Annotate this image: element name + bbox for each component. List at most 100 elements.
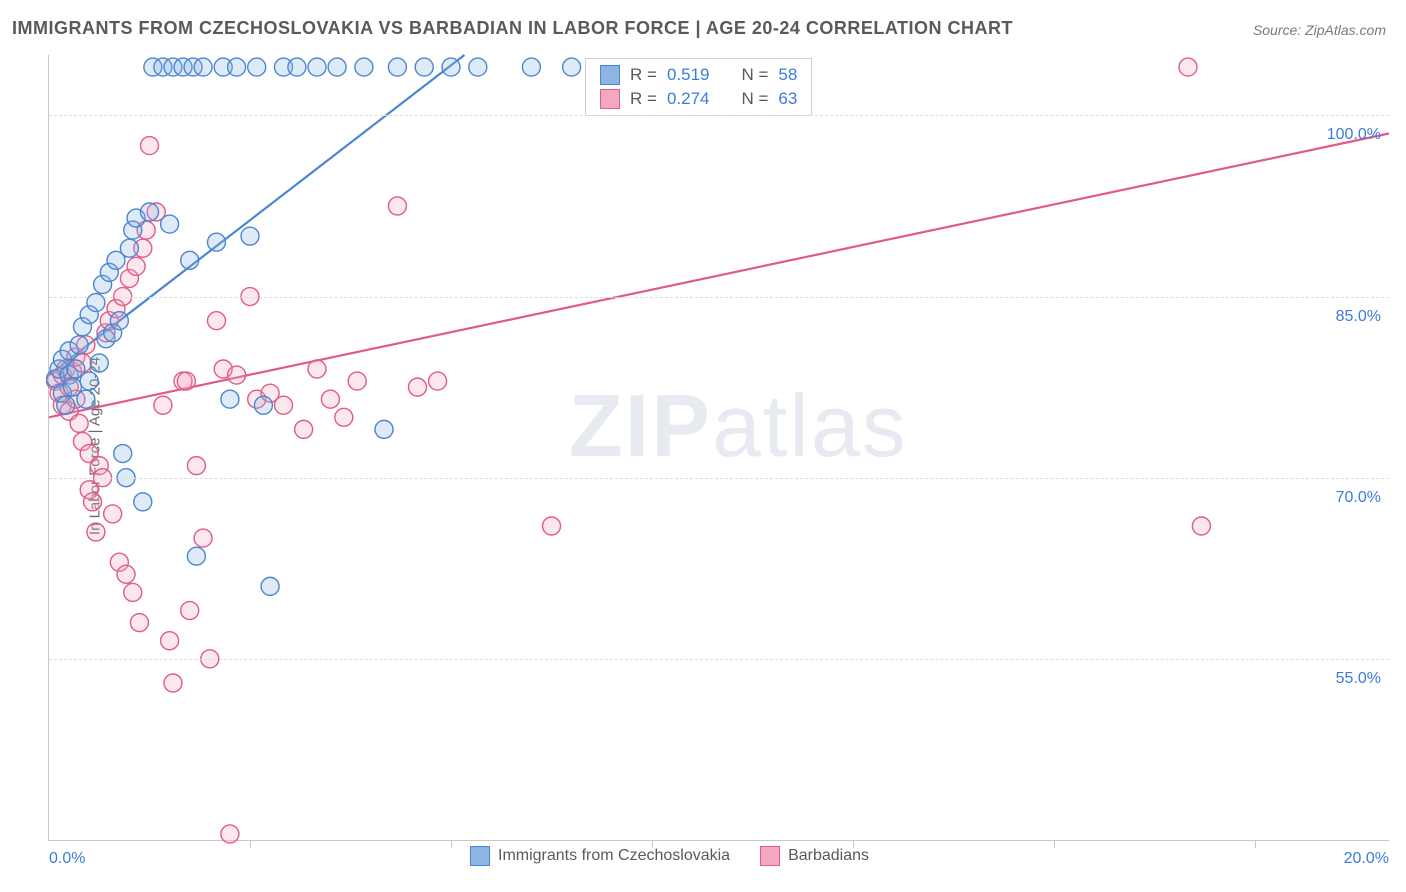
data-point-barb [348,372,366,390]
data-point-barb [208,312,226,330]
gridline [49,115,1389,116]
data-point-czech [241,227,259,245]
legend-swatch [600,65,620,85]
data-point-barb [275,396,293,414]
data-point-czech [261,577,279,595]
data-point-barb [161,632,179,650]
stats-n-label: N = [741,89,768,109]
legend-label: Barbadians [788,847,869,865]
data-point-czech [114,445,132,463]
data-point-barb [154,396,172,414]
data-point-czech [415,58,433,76]
data-point-czech [194,58,212,76]
data-point-czech [77,390,95,408]
x-tick-label: 20.0% [1344,850,1389,868]
x-tick [451,840,452,848]
x-tick [1255,840,1256,848]
data-point-czech [70,336,88,354]
data-point-czech [469,58,487,76]
data-point-barb [1179,58,1197,76]
data-point-czech [355,58,373,76]
stats-r-value: 0.274 [667,89,710,109]
data-point-czech [57,396,75,414]
stats-n-value: 58 [778,65,797,85]
data-point-barb [228,366,246,384]
data-point-czech [187,547,205,565]
gridline [49,478,1389,479]
data-point-barb [409,378,427,396]
data-point-czech [161,215,179,233]
data-point-czech [134,493,152,511]
data-point-barb [87,523,105,541]
data-point-barb [70,414,88,432]
plot-area: ZIPatlas R =0.519N =58R =0.274N =63 55.0… [48,55,1389,841]
data-point-czech [228,58,246,76]
data-point-czech [375,420,393,438]
legend-item: Immigrants from Czechoslovakia [470,846,730,866]
y-tick-label: 100.0% [1327,126,1381,144]
data-point-czech [90,354,108,372]
data-point-barb [141,137,159,155]
data-point-barb [308,360,326,378]
x-tick-label: 0.0% [49,850,85,868]
stats-n-label: N = [741,65,768,85]
stats-box: R = 0.519 N = 58 R = 0.274 N = 63 [585,58,812,116]
data-point-barb [335,408,353,426]
data-point-barb [543,517,561,535]
stats-n-value: 63 [778,89,797,109]
data-point-barb [388,197,406,215]
x-tick [1054,840,1055,848]
data-point-barb [295,420,313,438]
data-point-czech [208,233,226,251]
legend-swatch [470,846,490,866]
data-point-barb [127,257,145,275]
legend-item: Barbadians [760,846,869,866]
y-tick-label: 85.0% [1336,308,1381,326]
data-point-barb [104,505,122,523]
legend-label: Immigrants from Czechoslovakia [498,847,730,865]
data-point-barb [117,565,135,583]
data-point-barb [181,602,199,620]
data-point-barb [130,614,148,632]
legend-bottom: Immigrants from Czechoslovakia Barbadians [470,846,869,866]
data-point-barb [187,457,205,475]
x-tick [250,840,251,848]
data-point-czech [308,58,326,76]
data-point-barb [321,390,339,408]
data-point-barb [124,583,142,601]
data-point-czech [110,312,128,330]
stats-r-value: 0.519 [667,65,710,85]
data-point-barb [84,493,102,511]
data-point-barb [429,372,447,390]
data-point-barb [1192,517,1210,535]
data-point-czech [442,58,460,76]
source-attribution: Source: ZipAtlas.com [1253,22,1386,38]
data-point-czech [328,58,346,76]
chart-title: IMMIGRANTS FROM CZECHOSLOVAKIA VS BARBAD… [12,18,1013,39]
y-tick-label: 70.0% [1336,489,1381,507]
data-point-czech [120,239,138,257]
plot-svg [49,55,1389,840]
data-point-czech [388,58,406,76]
trend-line-barb [49,134,1389,418]
stats-r-label: R = [630,65,657,85]
data-point-czech [254,396,272,414]
data-point-czech [563,58,581,76]
gridline [49,659,1389,660]
data-point-czech [181,251,199,269]
data-point-czech [141,203,159,221]
data-point-czech [80,372,98,390]
data-point-barb [177,372,195,390]
data-point-czech [522,58,540,76]
data-point-barb [194,529,212,547]
gridline [49,297,1389,298]
legend-swatch [600,89,620,109]
data-point-barb [164,674,182,692]
y-tick-label: 55.0% [1336,670,1381,688]
legend-swatch [760,846,780,866]
stats-r-label: R = [630,89,657,109]
stats-row: R = 0.519 N = 58 [586,63,811,87]
chart-container: IMMIGRANTS FROM CZECHOSLOVAKIA VS BARBAD… [0,0,1406,892]
data-point-czech [248,58,266,76]
stats-row: R = 0.274 N = 63 [586,87,811,111]
